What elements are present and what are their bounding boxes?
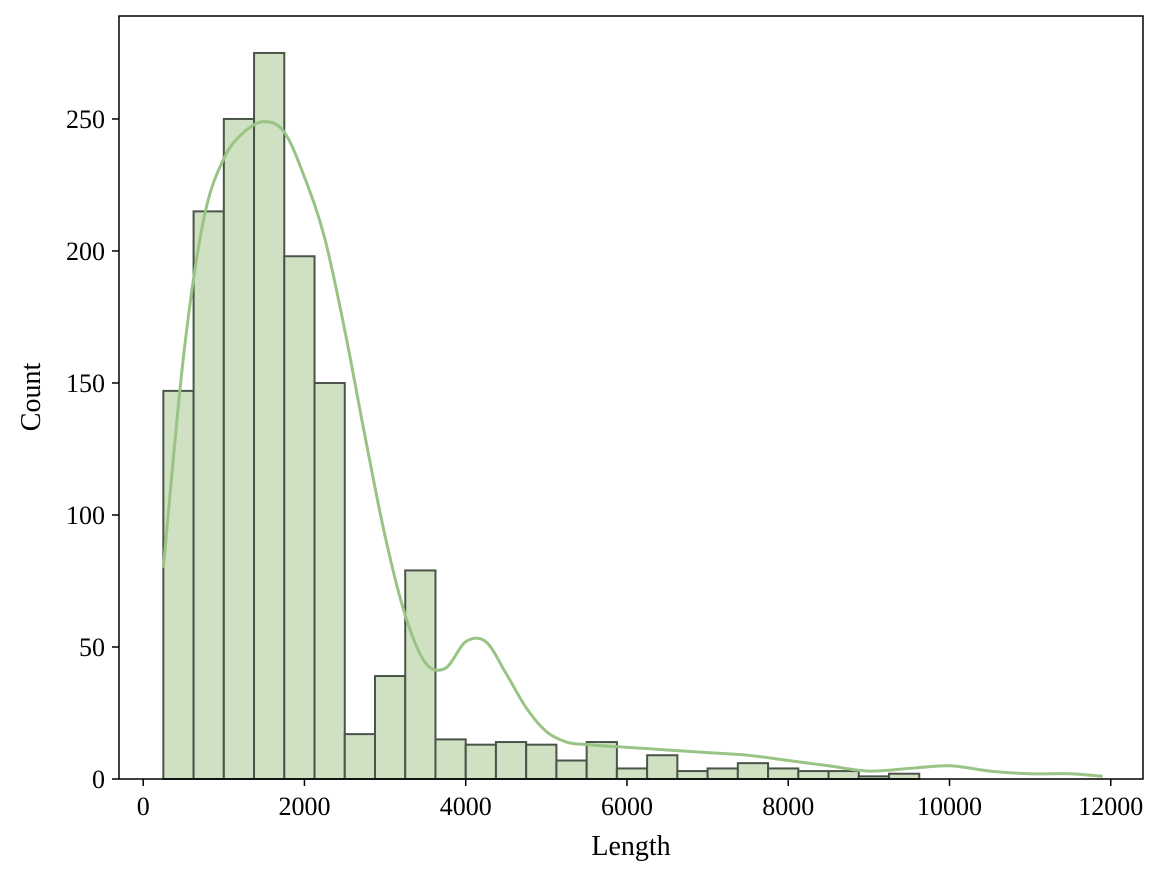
x-tick-label: 6000 [601,792,653,821]
histogram-bar [676,770,709,781]
y-tick-label: 50 [79,633,105,662]
histogram-bar [374,675,407,781]
histogram-bar [283,255,316,780]
y-tick-label: 150 [66,369,105,398]
x-axis-label: Length [591,831,670,862]
y-tick-label: 0 [92,765,105,794]
histogram-bar [615,767,649,781]
x-axis-ticks: 0 2000 4000 6000 8000 10000 12000 [137,779,1143,821]
bars-group [162,51,921,781]
histogram-bar [555,759,588,781]
histogram-bar [192,210,225,780]
histogram-bar [736,762,770,781]
x-tick-label: 10000 [917,792,982,821]
y-axis-label: Count [16,363,47,432]
x-tick-label: 12000 [1078,792,1143,821]
histogram-bar [434,738,467,781]
histogram-bar [888,772,921,781]
histogram-bar [222,117,256,781]
histogram-bar [343,733,377,781]
histogram-bar [706,767,739,781]
x-tick-label: 4000 [440,792,492,821]
x-tick-label: 8000 [762,792,814,821]
x-tick-label: 2000 [278,792,330,821]
histogram-bar [404,569,437,781]
histogram-bar [797,770,830,781]
histogram-bar [464,743,497,781]
y-tick-label: 200 [66,237,105,266]
histogram-bar [253,51,286,781]
histogram-bar [827,770,860,781]
x-tick-label: 0 [137,792,150,821]
histogram-bar [646,754,679,781]
y-tick-label: 100 [66,501,105,530]
histogram-bar [162,389,195,780]
histogram-bar [313,381,346,780]
histogram-bar [767,767,800,781]
kde-curve [161,120,1103,778]
histogram-bar [494,741,528,781]
histogram-bar [525,743,558,781]
y-axis-ticks: 0 50 100 150 200 250 [66,105,119,794]
y-tick-label: 250 [66,105,105,134]
plot-frame [118,15,1144,780]
